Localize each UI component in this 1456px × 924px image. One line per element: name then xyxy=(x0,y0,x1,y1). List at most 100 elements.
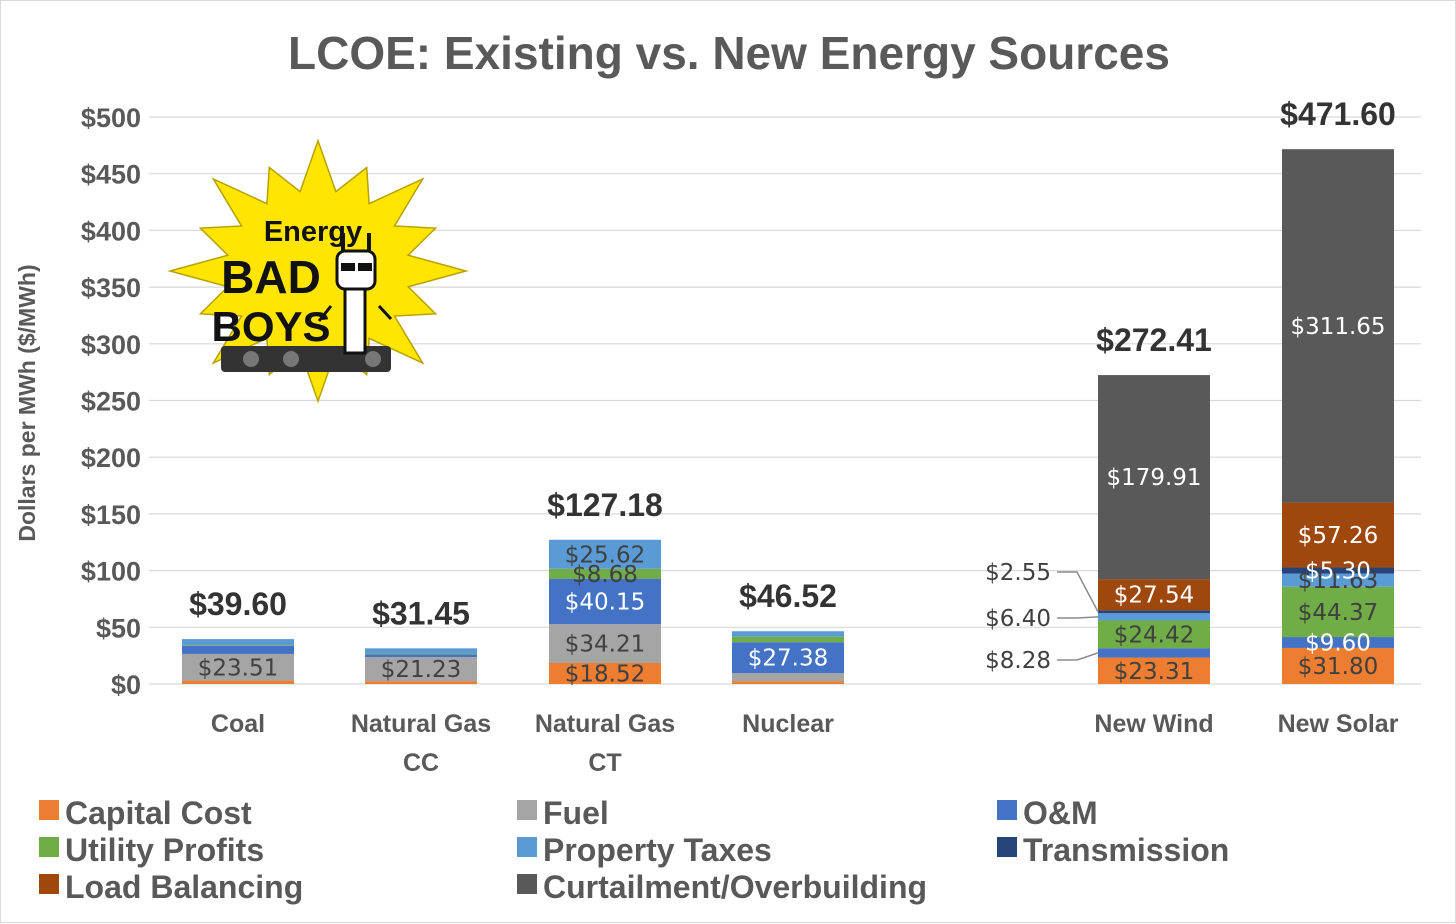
y-tick-label: $100 xyxy=(81,557,141,587)
bar-segment xyxy=(182,639,294,646)
legend-swatch xyxy=(517,874,537,894)
bars xyxy=(182,149,1394,684)
bar-segment xyxy=(1098,579,1210,611)
bar-segment xyxy=(365,654,477,658)
x-tick-label: New Solar xyxy=(1278,710,1399,738)
bar-segment xyxy=(549,539,661,569)
legend-label: O&M xyxy=(1023,795,1098,831)
bar-segment xyxy=(1098,648,1210,658)
bar-segment xyxy=(732,631,844,637)
segment-value-label: $25.62 xyxy=(565,542,645,568)
segment-value-label: $21.23 xyxy=(381,657,461,683)
y-tick-label: $300 xyxy=(81,330,141,360)
bar-total-label: $272.41 xyxy=(1096,322,1212,358)
bar-total-label: $46.52 xyxy=(739,578,837,614)
bar-segment xyxy=(549,624,661,663)
segment-value-label: $27.54 xyxy=(1114,583,1194,609)
legend-label: Property Taxes xyxy=(543,832,772,868)
legend-label: Capital Cost xyxy=(65,795,252,831)
bar-segment xyxy=(1098,375,1210,580)
segment-value-label: $179.91 xyxy=(1106,465,1201,491)
segment-value-label: $34.21 xyxy=(565,632,645,658)
segment-value-label: $40.15 xyxy=(565,589,645,615)
bar-segment xyxy=(549,662,661,684)
bar-segment xyxy=(1098,620,1210,649)
segment-value-label: $44.37 xyxy=(1298,600,1378,626)
total-labels: $39.60 $31.45 $127.18 $46.52 $272.41 $471.60 xyxy=(189,96,1396,631)
callout-labels: $2.55 $6.40 $8.28 xyxy=(985,560,1099,674)
bar-segment xyxy=(365,657,477,682)
bar-segment xyxy=(1282,586,1394,638)
legend-label: Curtailment/Overbuilding xyxy=(543,869,927,905)
y-tick-label: $400 xyxy=(81,216,141,246)
y-tick-label: $350 xyxy=(81,273,141,303)
bar-segment xyxy=(365,681,477,684)
y-tick-label: $0 xyxy=(111,670,141,700)
bar-segment xyxy=(732,673,844,682)
bar-segment xyxy=(182,645,294,646)
segment-value-label: $5.30 xyxy=(1305,559,1371,585)
bar-total-label: $471.60 xyxy=(1280,96,1396,132)
bar-segment xyxy=(732,642,844,674)
x-tick-label: Natural Gas xyxy=(535,710,675,738)
x-tick-label: CC xyxy=(403,749,439,777)
bar-segment xyxy=(1282,502,1394,568)
legend-label: Fuel xyxy=(543,795,609,831)
y-tick-label: $250 xyxy=(81,387,141,417)
segment-value-label: $31.80 xyxy=(1298,654,1378,680)
legend-swatch xyxy=(997,800,1017,820)
callout-leader-line xyxy=(1057,616,1099,619)
segment-value-label: $18.52 xyxy=(565,661,645,687)
y-axis-label: Dollars per MWh ($/MWh) xyxy=(14,264,40,541)
logo-text-boys: BOYS xyxy=(211,303,330,350)
bar-segment xyxy=(1098,613,1210,621)
callout-leader-line xyxy=(1057,571,1099,613)
segment-value-label: $27.38 xyxy=(748,646,828,672)
bar-segment xyxy=(182,680,294,684)
segment-value-label: $57.26 xyxy=(1298,523,1378,549)
bar-segment xyxy=(365,648,477,654)
segment-value-label: $8.68 xyxy=(572,562,638,588)
legend: Capital Cost Fuel O&M Utility Profits Proper… xyxy=(39,795,1229,905)
logo-text-energy: Energy xyxy=(264,216,362,248)
logo-text-bad: BAD xyxy=(221,251,321,303)
x-tick-label: Nuclear xyxy=(742,710,834,738)
logo-starburst-shape xyxy=(167,138,469,404)
x-tick-label: New Wind xyxy=(1094,710,1213,738)
x-tick-label: Coal xyxy=(211,710,265,738)
legend-swatch xyxy=(517,837,537,857)
bar-segment xyxy=(1282,637,1394,648)
y-tick-label: $200 xyxy=(81,443,141,473)
bar-segment xyxy=(1282,149,1394,503)
y-axis-ticks: $0 $50 $100 $150 $200 $250 $300 $350 $400 $450 $50… xyxy=(81,103,141,700)
bar-total-label: $39.60 xyxy=(189,586,287,622)
y-tick-label: $150 xyxy=(81,500,141,530)
callout-label: $2.55 xyxy=(985,560,1051,586)
bar-segment xyxy=(1282,573,1394,587)
bar-segment xyxy=(182,645,294,654)
segment-value-label: $24.42 xyxy=(1114,622,1194,648)
y-tick-label: $500 xyxy=(81,103,141,133)
plug-mascot-icon xyxy=(221,233,393,372)
bar-segment xyxy=(182,653,294,681)
segment-value-label: $9.60 xyxy=(1305,630,1371,656)
segment-labels: $23.51 $21.23 $18.52 $34.21 $40.15$8.68$25.6… xyxy=(198,314,1386,688)
y-tick-label: $450 xyxy=(81,160,141,190)
bar-segment xyxy=(1098,610,1210,614)
callout-label: $6.40 xyxy=(985,606,1051,632)
segment-value-label: $311.65 xyxy=(1290,314,1385,340)
bar-total-label: $31.45 xyxy=(372,595,470,631)
legend-swatch xyxy=(997,837,1017,857)
bar-segment xyxy=(1282,647,1394,684)
segment-value-label: $11.63 xyxy=(1298,568,1378,594)
legend-label: Utility Profits xyxy=(65,832,264,868)
bar-segment xyxy=(732,681,844,684)
energy-bad-boys-logo: Energy BAD BOYS xyxy=(167,138,469,404)
x-tick-label: CT xyxy=(588,749,621,777)
bar-segment xyxy=(549,568,661,579)
legend-swatch xyxy=(517,800,537,820)
bar-segment xyxy=(365,653,477,655)
legend-swatch xyxy=(39,800,59,820)
